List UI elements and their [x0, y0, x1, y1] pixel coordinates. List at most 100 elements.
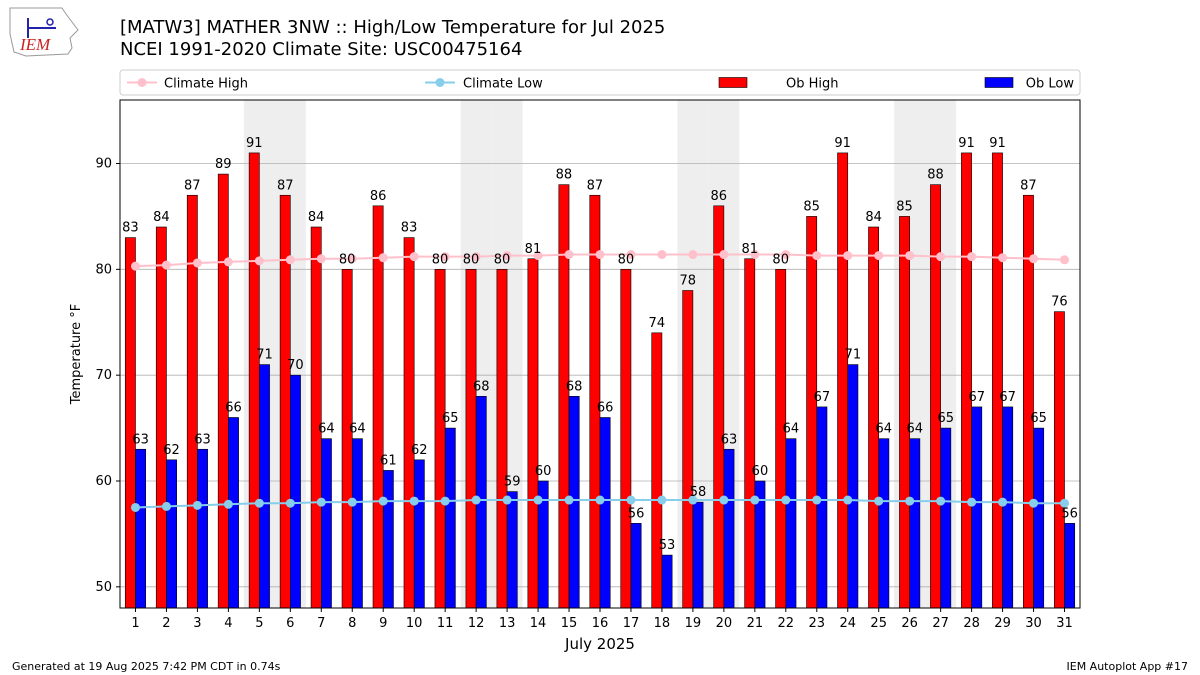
ob-high-label-25: 84: [865, 210, 882, 225]
climate-high-point-14: [533, 251, 543, 261]
ob-high-bar-5: [248, 152, 260, 609]
ob-low-label-31: 56: [1061, 506, 1078, 521]
climate-high-point-8: [347, 254, 357, 264]
ob-high-bar-11: [434, 269, 446, 609]
climate-lines: [130, 250, 1070, 512]
ob-high-label-27: 88: [927, 168, 944, 183]
climate-low-point-23: [812, 495, 822, 505]
climate-low-point-13: [502, 495, 512, 505]
ob-low-bar-24: [847, 364, 859, 609]
footer-generated: Generated at 19 Aug 2025 7:42 PM CDT in …: [12, 660, 281, 673]
climate-low-point-28: [967, 497, 977, 507]
ob-low-bar-23: [816, 406, 828, 609]
ob-high-label-8: 80: [339, 252, 356, 267]
x-axis: 1 2 3 4 5 6 7 8 9 10 11 12 13 14 15 16 17 18 19 20 21 22 23 24 2…: [131, 608, 1073, 631]
climate-low-point-8: [347, 497, 357, 507]
climate-high-point-9: [378, 253, 388, 263]
y-tick-label: 70: [95, 368, 112, 383]
climate-low-point-12: [471, 495, 481, 505]
ob-low-label-29: 67: [999, 390, 1016, 405]
ob-low-label-9: 61: [380, 453, 397, 468]
climate-high-point-5: [254, 256, 264, 266]
climate-low-point-1: [130, 502, 140, 512]
legend: Climate High Climate Low Ob High Ob Low: [119, 69, 1081, 96]
ob-high-label-4: 89: [215, 157, 232, 172]
ob-high-label-29: 91: [989, 136, 1006, 151]
climate-high-point-20: [719, 250, 729, 260]
ob-low-bar-31: [1064, 523, 1076, 609]
ob-high-label-6: 87: [277, 178, 294, 193]
logo-text: IEM: [19, 35, 51, 54]
climate-high-point-28: [967, 252, 977, 262]
ob-high-label-11: 80: [432, 252, 449, 267]
ob-high-bar-29: [992, 152, 1003, 609]
ob-high-bar-18: [651, 332, 663, 609]
legend-label-climate-high: Climate High: [164, 77, 248, 92]
ob-low-bar-8: [351, 438, 363, 609]
ob-low-label-5: 71: [256, 348, 273, 363]
bars: [124, 152, 1076, 609]
chart-title: [MATW3] MATHER 3NW :: High/Low Temperatu…: [120, 17, 666, 38]
footer-app: IEM Autoplot App #17: [1066, 660, 1189, 673]
ob-high-label-13: 80: [494, 252, 511, 267]
x-tick-label: 14: [530, 616, 547, 631]
climate-low-point-24: [843, 495, 853, 505]
y-axis-label: Temperature °F: [69, 304, 84, 405]
ob-low-bar-28: [971, 406, 983, 609]
climate-high-point-19: [688, 250, 698, 260]
x-tick-label: 18: [654, 616, 671, 631]
climate-high-point-31: [1060, 255, 1070, 265]
ob-low-bar-17: [630, 523, 642, 609]
climate-high-point-26: [905, 251, 915, 261]
climate-high-point-16: [595, 250, 605, 260]
ob-high-bar-20: [713, 205, 725, 609]
ob-high-label-28: 91: [958, 136, 975, 151]
ob-low-label-12: 68: [473, 379, 490, 394]
x-tick-label: 6: [286, 616, 294, 631]
legend-marker-climate-high: [137, 78, 147, 87]
x-tick-label: 21: [747, 616, 764, 631]
ob-low-bar-18: [661, 554, 673, 609]
ob-high-label-24: 91: [834, 136, 851, 151]
ob-low-bar-30: [1033, 427, 1045, 609]
y-tick-label: 80: [95, 262, 112, 277]
ob-high-bar-24: [837, 152, 849, 609]
climate-low-point-22: [781, 495, 791, 505]
ob-high-bar-21: [744, 258, 756, 609]
climate-low-point-27: [936, 496, 946, 506]
ob-high-label-2: 84: [153, 210, 170, 225]
x-tick-label: 12: [468, 616, 485, 631]
ob-low-label-14: 60: [535, 464, 552, 479]
legend-swatch-ob-low: [984, 77, 1014, 88]
ob-low-label-21: 60: [752, 464, 769, 479]
ob-low-label-17: 56: [628, 506, 645, 521]
x-tick-label: 9: [379, 616, 387, 631]
ob-low-label-19: 58: [690, 485, 707, 500]
x-tick-label: 16: [592, 616, 609, 631]
ob-high-bar-1: [124, 237, 136, 609]
ob-high-label-18: 74: [649, 316, 666, 331]
ob-low-bar-16: [599, 417, 611, 609]
ob-high-bar-4: [217, 173, 229, 609]
ob-low-bar-1: [135, 448, 147, 609]
climate-low-point-14: [533, 495, 543, 505]
ob-low-label-24: 71: [845, 348, 862, 363]
climate-high-point-2: [161, 260, 171, 270]
climate-low-point-6: [285, 498, 295, 508]
climate-low-point-4: [223, 499, 233, 509]
climate-high-point-17: [626, 250, 636, 260]
ob-low-label-11: 65: [442, 411, 459, 426]
climate-low-point-18: [657, 495, 667, 505]
ob-low-label-15: 68: [566, 379, 583, 394]
ob-low-label-20: 63: [721, 432, 738, 447]
x-tick-label: 24: [839, 616, 856, 631]
climate-low-point-26: [905, 496, 915, 506]
climate-low-point-20: [719, 495, 729, 505]
x-tick-label: 1: [131, 616, 139, 631]
ob-low-bar-6: [290, 374, 301, 609]
ob-high-label-30: 87: [1020, 178, 1037, 193]
ob-high-bar-14: [527, 258, 539, 609]
x-tick-label: 20: [716, 616, 733, 631]
ob-high-label-3: 87: [184, 178, 201, 193]
